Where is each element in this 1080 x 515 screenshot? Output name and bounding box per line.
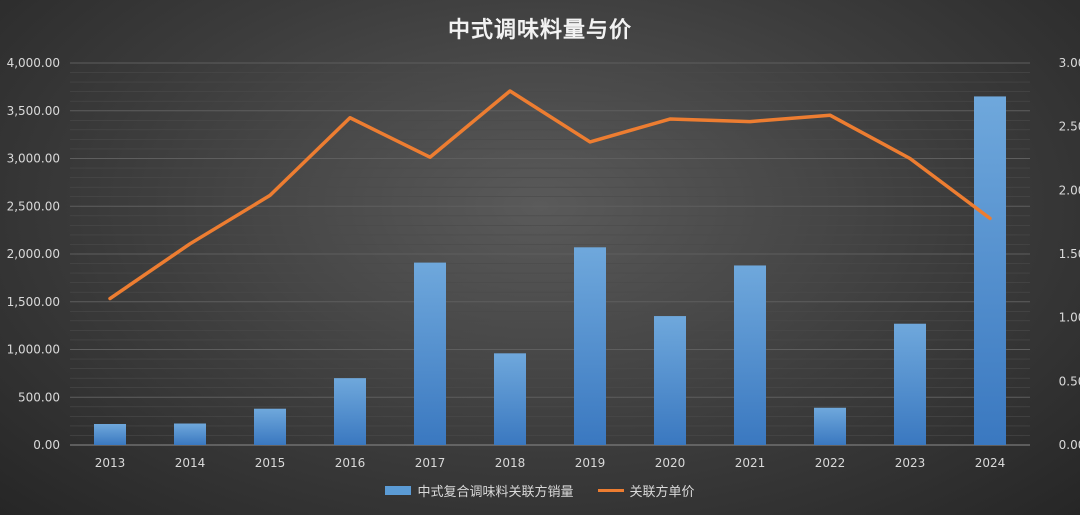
x-tick-label: 2016 bbox=[335, 456, 366, 470]
legend-line-swatch bbox=[597, 489, 624, 492]
x-tick-label: 2014 bbox=[175, 456, 206, 470]
y-left-tick-label: 0.00 bbox=[33, 438, 60, 452]
legend: 中式复合调味料关联方销量 关联方单价 bbox=[0, 481, 1080, 500]
bar bbox=[894, 323, 926, 445]
legend-item-bar[interactable]: 中式复合调味料关联方销量 bbox=[385, 481, 574, 500]
bar bbox=[254, 408, 286, 445]
y-right-tick-label: 2.00 bbox=[1059, 183, 1080, 197]
x-tick-label: 2023 bbox=[895, 456, 926, 470]
x-tick-label: 2013 bbox=[95, 456, 126, 470]
x-tick-label: 2017 bbox=[415, 456, 446, 470]
y-left-tick-label: 1,000.00 bbox=[7, 343, 60, 357]
y-left-tick-label: 2,000.00 bbox=[7, 247, 60, 261]
x-tick-label: 2019 bbox=[575, 456, 606, 470]
y-right-tick-label: 1.50 bbox=[1059, 247, 1080, 261]
y-left-tick-label: 4,000.00 bbox=[7, 56, 60, 70]
y-right-tick-label: 2.50 bbox=[1059, 120, 1080, 134]
y-left-tick-label: 3,000.00 bbox=[7, 152, 60, 166]
y-right-tick-label: 0.00 bbox=[1059, 438, 1080, 452]
x-tick-label: 2024 bbox=[975, 456, 1006, 470]
bar bbox=[574, 247, 606, 445]
legend-line-label: 关联方单价 bbox=[629, 485, 695, 500]
price-line bbox=[108, 89, 992, 301]
bar bbox=[174, 423, 206, 445]
y-right-tick-label: 0.50 bbox=[1059, 374, 1080, 388]
y-left-tick-label: 500.00 bbox=[18, 390, 60, 404]
bar bbox=[814, 407, 846, 445]
x-tick-label: 2018 bbox=[495, 456, 526, 470]
y-left-tick-label: 3,500.00 bbox=[7, 104, 60, 118]
bar bbox=[734, 265, 766, 445]
bar bbox=[414, 262, 446, 445]
chart-title: 中式调味料量与价 bbox=[447, 18, 632, 43]
y-right-tick-label: 3.00 bbox=[1059, 56, 1080, 70]
bar bbox=[974, 96, 1006, 446]
x-tick-label: 2022 bbox=[815, 456, 846, 470]
legend-bar-swatch bbox=[385, 486, 412, 495]
legend-bar-label: 中式复合调味料关联方销量 bbox=[417, 485, 574, 500]
y-right-tick-label: 1.00 bbox=[1059, 311, 1080, 325]
bar bbox=[94, 423, 126, 445]
bar bbox=[654, 316, 686, 445]
x-tick-label: 2015 bbox=[255, 456, 286, 470]
bar bbox=[334, 378, 366, 445]
legend-item-line[interactable]: 关联方单价 bbox=[597, 481, 695, 500]
bar bbox=[494, 353, 526, 445]
y-left-tick-label: 2,500.00 bbox=[7, 199, 60, 213]
x-tick-label: 2021 bbox=[735, 456, 766, 470]
x-tick-label: 2020 bbox=[655, 456, 686, 470]
y-left-tick-label: 1,500.00 bbox=[7, 295, 60, 309]
